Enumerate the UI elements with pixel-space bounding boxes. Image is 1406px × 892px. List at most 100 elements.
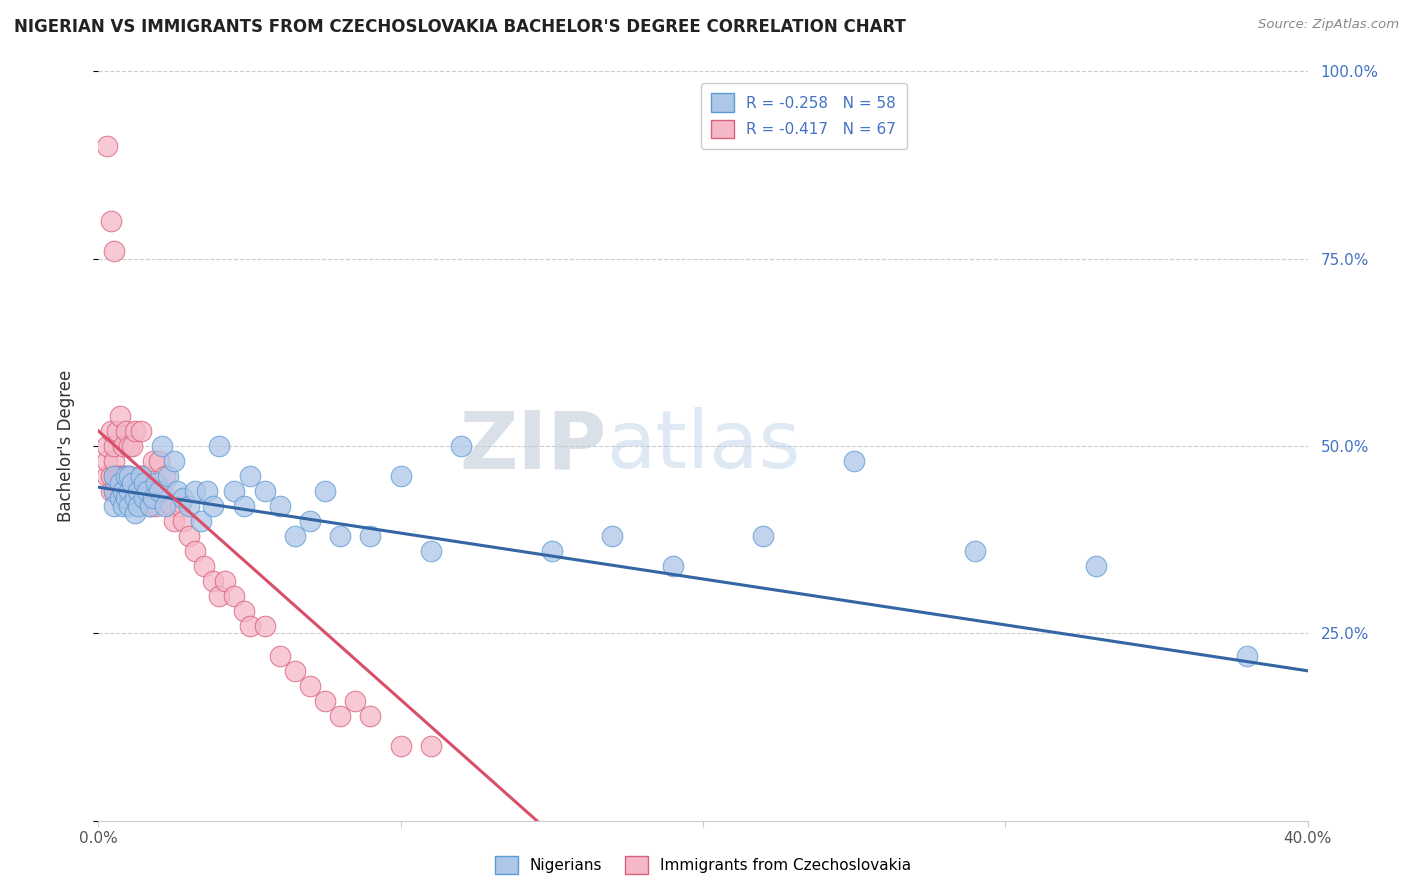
- Point: [389, 739, 412, 753]
- Point: [214, 574, 236, 588]
- Point: [184, 544, 207, 558]
- Point: [239, 469, 262, 483]
- Point: [284, 664, 307, 678]
- Point: [202, 574, 225, 588]
- Point: [314, 694, 336, 708]
- Point: [450, 439, 472, 453]
- Point: [103, 439, 125, 453]
- Point: [184, 483, 207, 498]
- Point: [179, 499, 201, 513]
- Point: [208, 589, 231, 603]
- Point: [360, 529, 382, 543]
- Point: [96, 454, 118, 468]
- Point: [269, 499, 291, 513]
- Point: [389, 469, 412, 483]
- Point: [239, 619, 262, 633]
- Point: [420, 739, 443, 753]
- Point: [1236, 648, 1258, 663]
- Point: [163, 454, 186, 468]
- Point: [129, 469, 152, 483]
- Point: [139, 499, 162, 513]
- Point: [100, 469, 122, 483]
- Point: [269, 648, 291, 663]
- Y-axis label: Bachelor's Degree: Bachelor's Degree: [56, 370, 75, 522]
- Text: ZIP: ZIP: [458, 407, 606, 485]
- Point: [661, 558, 683, 573]
- Point: [329, 708, 352, 723]
- Point: [114, 469, 136, 483]
- Point: [129, 469, 152, 483]
- Point: [118, 469, 141, 483]
- Point: [148, 454, 170, 468]
- Point: [602, 529, 624, 543]
- Text: atlas: atlas: [606, 407, 800, 485]
- Point: [127, 483, 149, 498]
- Point: [96, 139, 118, 153]
- Point: [100, 424, 122, 438]
- Point: [253, 619, 276, 633]
- Point: [111, 483, 134, 498]
- Point: [96, 469, 118, 483]
- Point: [195, 483, 218, 498]
- Point: [314, 483, 336, 498]
- Point: [139, 499, 162, 513]
- Point: [103, 499, 125, 513]
- Point: [142, 491, 165, 506]
- Point: [208, 439, 231, 453]
- Point: [118, 499, 141, 513]
- Point: [111, 499, 134, 513]
- Point: [844, 454, 866, 468]
- Point: [329, 529, 352, 543]
- Point: [118, 469, 141, 483]
- Point: [169, 499, 191, 513]
- Point: [172, 491, 194, 506]
- Point: [103, 469, 125, 483]
- Point: [108, 476, 131, 491]
- Point: [108, 469, 131, 483]
- Point: [153, 499, 176, 513]
- Point: [105, 469, 128, 483]
- Point: [111, 439, 134, 453]
- Point: [360, 708, 382, 723]
- Point: [153, 469, 176, 483]
- Point: [108, 409, 131, 423]
- Point: [540, 544, 562, 558]
- Point: [202, 499, 225, 513]
- Point: [103, 483, 125, 498]
- Point: [129, 424, 152, 438]
- Point: [163, 514, 186, 528]
- Point: [114, 424, 136, 438]
- Legend: R = -0.258   N = 58, R = -0.417   N = 67: R = -0.258 N = 58, R = -0.417 N = 67: [700, 83, 907, 149]
- Point: [172, 514, 194, 528]
- Point: [965, 544, 987, 558]
- Point: [145, 476, 167, 491]
- Point: [420, 544, 443, 558]
- Point: [111, 469, 134, 483]
- Point: [752, 529, 775, 543]
- Point: [108, 491, 131, 506]
- Point: [232, 604, 254, 618]
- Point: [135, 483, 157, 498]
- Point: [103, 244, 125, 259]
- Point: [100, 214, 122, 228]
- Point: [160, 499, 183, 513]
- Point: [344, 694, 367, 708]
- Point: [1085, 558, 1108, 573]
- Point: [100, 483, 122, 498]
- Point: [114, 491, 136, 506]
- Point: [179, 529, 201, 543]
- Point: [166, 483, 188, 498]
- Legend: Nigerians, Immigrants from Czechoslovakia: Nigerians, Immigrants from Czechoslovaki…: [488, 850, 918, 880]
- Point: [108, 483, 131, 498]
- Point: [135, 483, 157, 498]
- Point: [132, 483, 155, 498]
- Point: [103, 454, 125, 468]
- Point: [118, 439, 141, 453]
- Point: [299, 679, 322, 693]
- Point: [132, 476, 155, 491]
- Point: [150, 439, 173, 453]
- Point: [142, 454, 165, 468]
- Point: [121, 483, 143, 498]
- Point: [105, 483, 128, 498]
- Point: [224, 589, 246, 603]
